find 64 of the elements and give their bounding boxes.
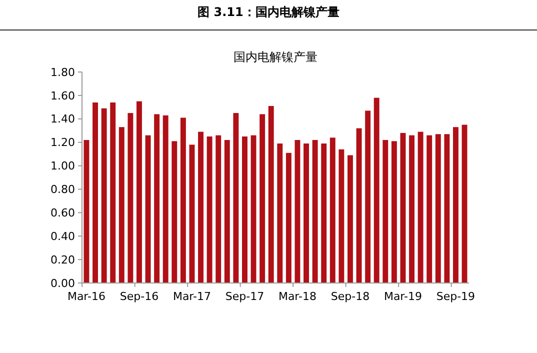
bar [330,138,336,283]
bar [435,134,441,283]
bar [198,132,204,283]
y-tick-label: 1.60 [50,89,75,102]
bar [374,98,380,283]
x-tick-label: Mar-16 [67,290,106,303]
bar [338,149,344,283]
bar [321,144,327,283]
bar [180,118,186,283]
bar [356,128,362,283]
bar [136,101,142,283]
bar [268,106,274,283]
bar [382,140,388,283]
y-tick-label: 1.20 [50,136,75,150]
chart-subtitle: 国内电解镍产量 [234,50,318,64]
bar [462,124,468,283]
bar [128,113,134,283]
bar [110,102,116,283]
bar [260,114,266,283]
bar [400,132,406,283]
bar [426,135,432,283]
y-tick-label: 0.40 [50,230,75,243]
x-tick-label: Mar-18 [278,290,316,303]
bar [206,136,212,283]
y-tick-label: 0.20 [50,253,75,266]
bar [453,127,458,283]
x-tick-label: Sep-17 [225,290,264,303]
bar [348,155,353,283]
bar [101,108,107,283]
y-tick-label: 1.40 [50,112,75,126]
y-tick-label: 0.60 [50,206,75,220]
bar [233,113,239,283]
bar [154,114,160,283]
bar [391,141,397,283]
bar [189,144,195,283]
bar [118,127,124,283]
bar [145,135,151,283]
x-tick-label: Sep-19 [436,290,476,303]
bar [444,134,450,283]
bar [304,144,309,283]
bar [294,140,300,283]
bar [172,141,178,283]
chart-title: 图 3.11：国内电解镍产量 [198,5,340,19]
bar [286,152,292,283]
bar [92,102,98,283]
x-tick-label: Sep-16 [120,290,159,303]
bar [312,140,318,283]
x-tick-label: Sep-18 [330,290,370,303]
bar [162,115,168,283]
bar [277,144,283,283]
bar [242,136,248,283]
y-tick-label: 1.00 [50,160,75,173]
x-tick-label: Mar-17 [172,290,211,303]
bar [365,110,371,283]
bar [84,140,90,283]
bar [224,140,230,283]
bar [250,135,256,283]
bar [409,135,414,283]
bar [216,135,222,283]
bar [418,132,424,283]
x-tick-label: Mar-19 [384,290,422,303]
y-tick-label: 1.80 [50,66,75,79]
y-tick-label: 0.00 [50,276,75,290]
y-tick-label: 0.80 [50,183,75,196]
